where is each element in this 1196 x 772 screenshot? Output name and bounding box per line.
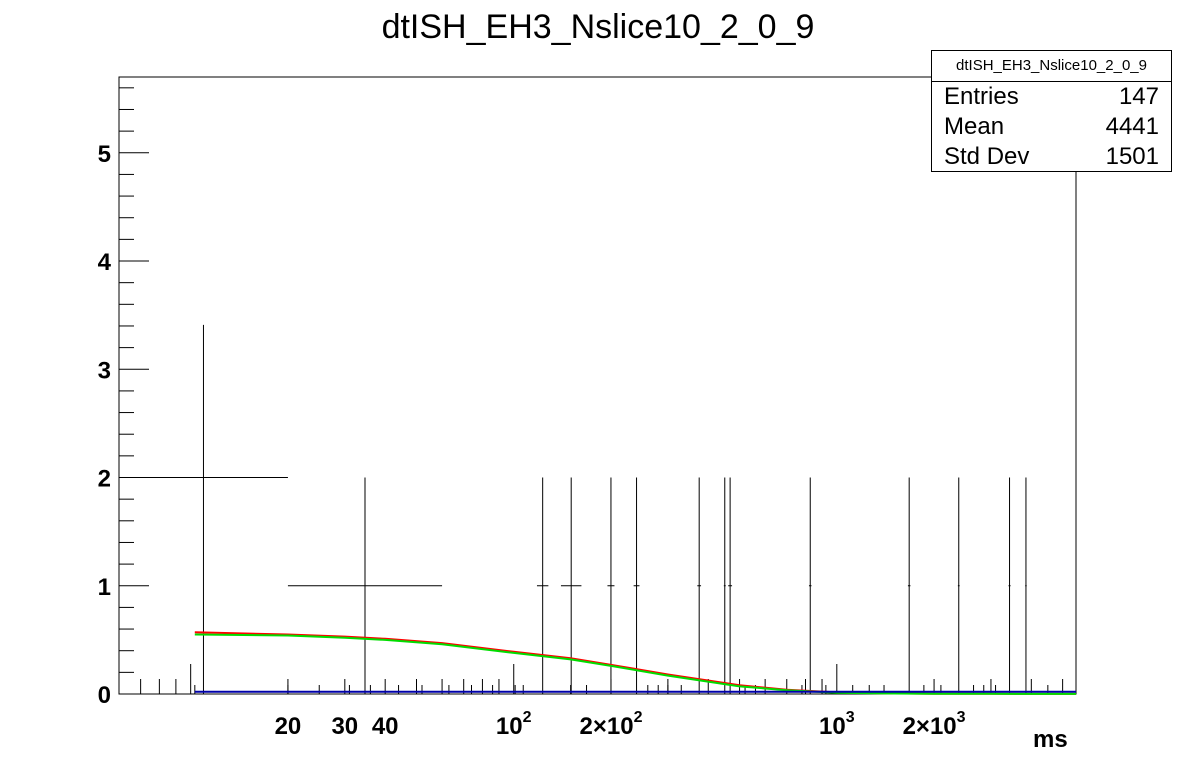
y-tick-label: 0 bbox=[98, 682, 111, 709]
stats-label: Std Dev bbox=[944, 143, 1030, 170]
y-tick-label: 4 bbox=[98, 249, 112, 276]
x-tick-label: 20 bbox=[275, 713, 302, 740]
fit-curve bbox=[194, 631, 1077, 695]
plot-frame bbox=[118, 76, 1077, 695]
stats-value: 4441 bbox=[1105, 113, 1159, 140]
stats-box: dtISH_EH3_Nslice10_2_0_9 Entries 147 Mea… bbox=[931, 50, 1172, 172]
stats-label: Entries bbox=[944, 83, 1019, 110]
x-tick-label: 30 bbox=[331, 713, 358, 740]
x-axis-label: ms bbox=[1033, 726, 1068, 753]
x-tick-label: 2×103 bbox=[903, 709, 966, 740]
stats-label: Mean bbox=[944, 113, 1005, 140]
y-tick-label: 2 bbox=[98, 466, 111, 493]
x-tick-label: 2×102 bbox=[580, 709, 643, 740]
stats-box-name: dtISH_EH3_Nslice10_2_0_9 bbox=[932, 51, 1171, 82]
stats-value: 147 bbox=[1118, 83, 1159, 110]
fit-curve bbox=[194, 633, 1077, 695]
chart-title: dtISH_EH3_Nslice10_2_0_9 bbox=[381, 8, 815, 46]
stats-row-stddev: Std Dev 1501 bbox=[932, 142, 1171, 172]
y-tick-label: 5 bbox=[98, 141, 111, 168]
stats-row-mean: Mean 4441 bbox=[932, 112, 1171, 142]
x-tick-label: 40 bbox=[372, 713, 399, 740]
y-tick-label: 1 bbox=[98, 574, 111, 601]
stats-row-entries: Entries 147 bbox=[932, 82, 1171, 112]
stats-value: 1501 bbox=[1105, 143, 1159, 170]
y-tick-label: 3 bbox=[98, 357, 111, 384]
x-tick-label: 103 bbox=[819, 709, 855, 740]
x-tick-label: 102 bbox=[496, 709, 532, 740]
